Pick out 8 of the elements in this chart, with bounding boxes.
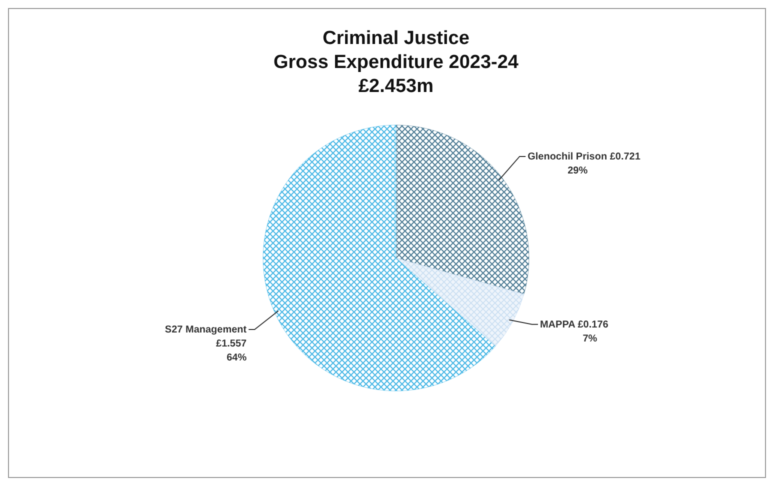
pie-slice (262, 124, 496, 391)
slice-label: S27 Management (164, 324, 248, 336)
data-label: £1.557 64% (216, 338, 248, 364)
pie-slice (396, 258, 524, 346)
slice-label: MAPPA £0.176 7% (540, 319, 609, 344)
slice-label: Glenochil Prison £0.721 29% (528, 151, 641, 176)
pie-slice (396, 124, 530, 294)
chart-title: Criminal Justice Gross Expenditure 2023-24 £2.453m (274, 28, 519, 97)
